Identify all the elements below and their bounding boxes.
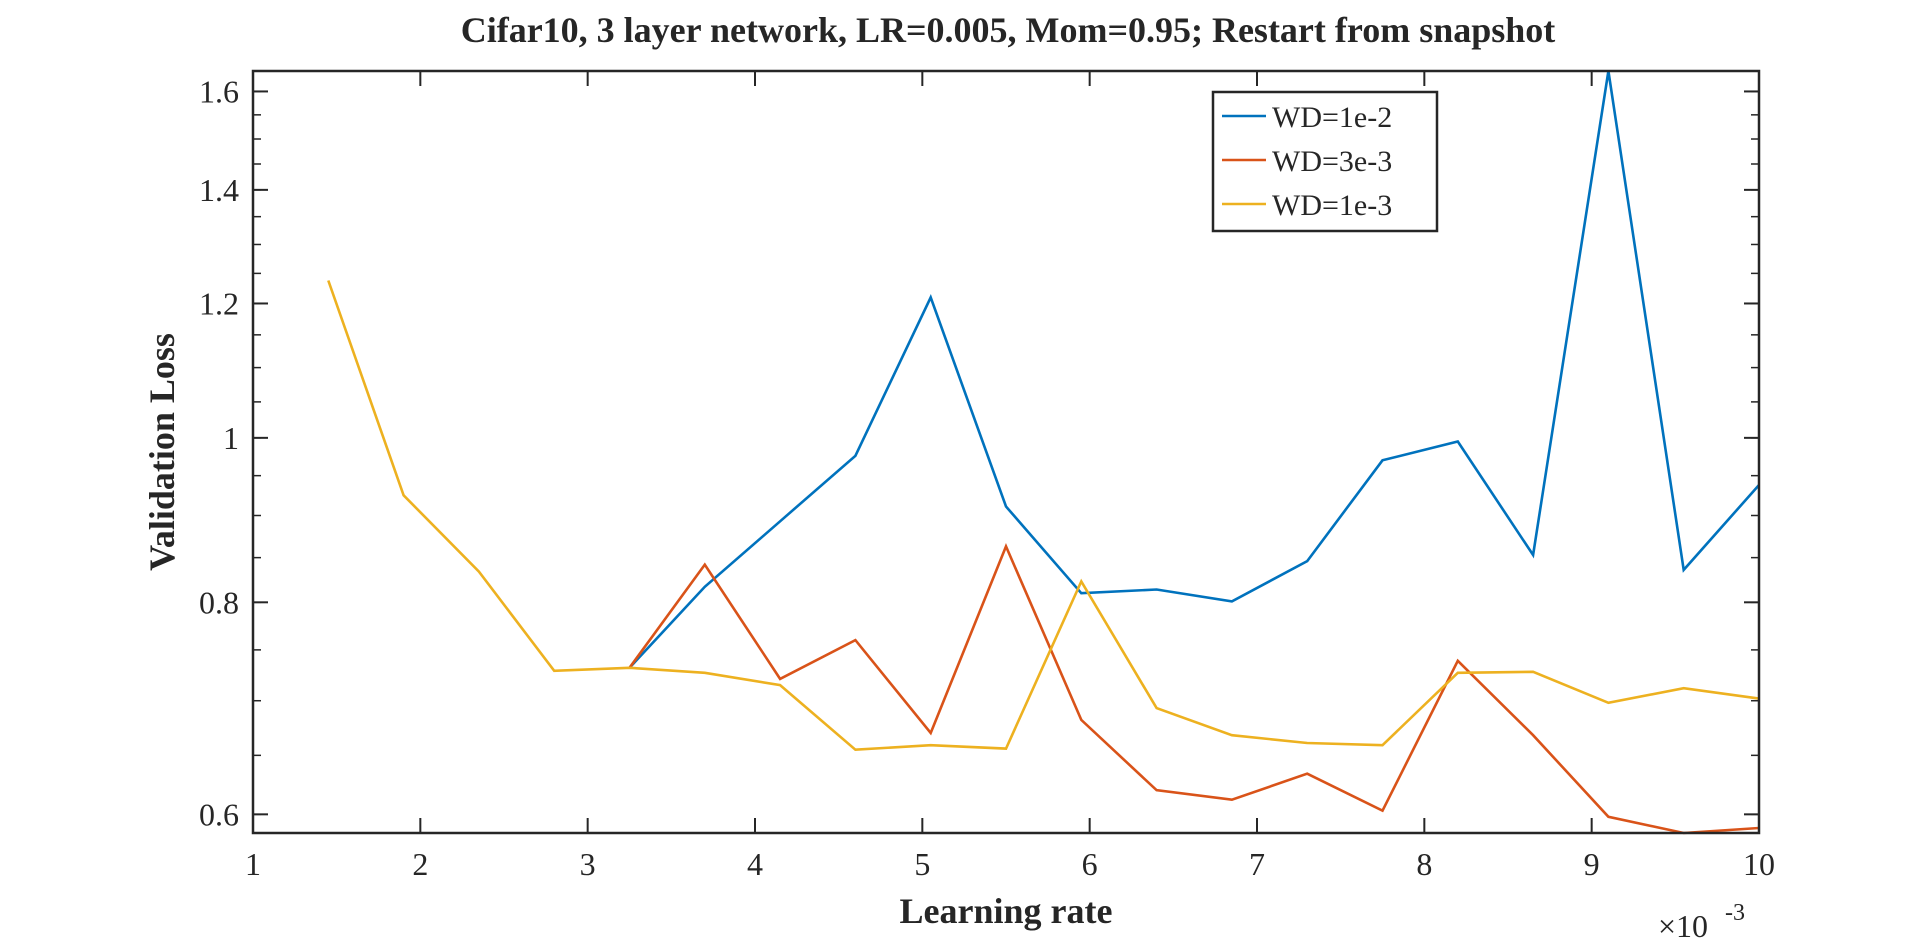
- x-tick-label: 7: [1249, 846, 1265, 882]
- x-axis-exponent: ×10 -3: [1658, 900, 1745, 938]
- series-layer: [327, 70, 1760, 835]
- y-tick-label: 1.2: [199, 285, 239, 321]
- legend-label-2: WD=3e-3: [1272, 145, 1392, 178]
- plot-area: [253, 71, 1759, 833]
- x-tick-label: 10: [1743, 846, 1775, 882]
- legend: WD=1e-2 WD=3e-3 WD=1e-3: [1211, 90, 1439, 233]
- y-tick-label: 1.4: [199, 172, 239, 208]
- x-tick-label: 2: [412, 846, 428, 882]
- x-tick-label: 4: [747, 846, 763, 882]
- x-tick-label: 6: [1082, 846, 1098, 882]
- y-axis-label: Validation Loss: [142, 333, 182, 571]
- y-tick-label: 0.6: [199, 796, 239, 832]
- series-line-2: [628, 543, 1760, 835]
- x-tick-label: 3: [580, 846, 596, 882]
- y-axis-ticks: 0.6 0.8 1 1.2 1.4 1.6: [199, 73, 1759, 832]
- y-tick-label: 1: [223, 420, 239, 456]
- series-line-1: [628, 70, 1760, 669]
- x-axis-label: Learning rate: [900, 891, 1113, 931]
- x-axis-ticks: 1 2 3 4 5 6 7 8 9 10: [245, 71, 1775, 882]
- x-tick-label: 8: [1416, 846, 1432, 882]
- plot-border: [251, 69, 1761, 835]
- series-line-3: [327, 280, 1760, 752]
- legend-label-1: WD=1e-2: [1272, 101, 1392, 134]
- chart-title: Cifar10, 3 layer network, LR=0.005, Mom=…: [461, 10, 1556, 50]
- x-tick-label: 5: [914, 846, 930, 882]
- legend-label-3: WD=1e-3: [1272, 189, 1392, 222]
- x-exponent-base: ×10: [1658, 908, 1708, 938]
- y-tick-label: 0.8: [199, 584, 239, 620]
- y-tick-label: 1.6: [199, 73, 239, 109]
- x-tick-label: 9: [1584, 846, 1600, 882]
- x-exponent-power: -3: [1725, 900, 1745, 926]
- x-tick-label: 1: [245, 846, 261, 882]
